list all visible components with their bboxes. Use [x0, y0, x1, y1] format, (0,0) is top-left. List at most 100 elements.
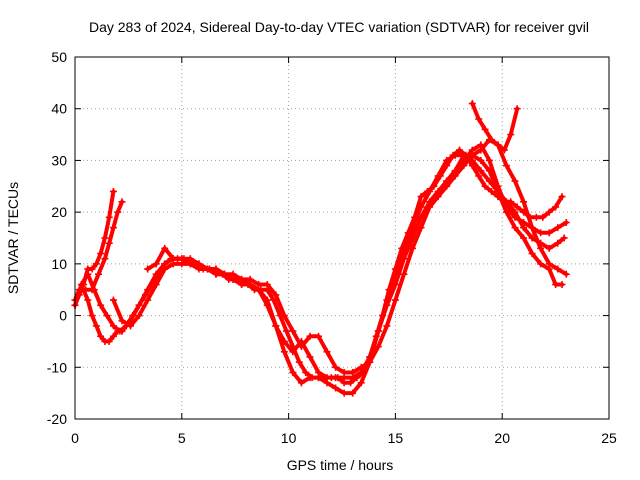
data-point [315, 332, 323, 340]
data-point [500, 146, 508, 154]
data-point [520, 218, 528, 226]
data-point [539, 213, 547, 221]
data-point [152, 260, 160, 268]
data-point [528, 250, 536, 258]
data-point [105, 239, 113, 247]
data-point [511, 213, 519, 221]
data-point [280, 348, 288, 356]
data-point [77, 281, 85, 289]
x-tick-label: 20 [494, 430, 510, 446]
data-point [426, 203, 434, 211]
data-point [481, 125, 489, 133]
data-point [332, 374, 340, 382]
data-point [511, 224, 519, 232]
data-point [451, 151, 459, 159]
data-point [97, 250, 105, 258]
series-line [145, 137, 569, 375]
data-point [340, 389, 348, 397]
y-tick-label: 10 [51, 256, 67, 272]
data-point [135, 301, 143, 309]
data-point [558, 281, 566, 289]
x-tick-label: 10 [281, 430, 297, 446]
chart-title: Day 283 of 2024, Sidereal Day-to-day VTE… [89, 19, 589, 35]
data-point [195, 260, 203, 268]
data-point [366, 358, 374, 366]
data-point [103, 312, 111, 320]
data-point [229, 270, 237, 278]
y-tick-label: 50 [51, 49, 67, 65]
data-point [511, 177, 519, 185]
data-point [520, 198, 528, 206]
data-point [400, 255, 408, 263]
data-point [280, 337, 288, 345]
data-point [169, 255, 177, 263]
data-point [513, 203, 521, 211]
data-point [152, 281, 160, 289]
data-point [94, 270, 102, 278]
data-point [507, 131, 515, 139]
data-point [295, 358, 303, 366]
data-point [383, 322, 391, 330]
data-point [443, 177, 451, 185]
data-point [349, 389, 357, 397]
series-trace-6 [109, 141, 570, 382]
data-point [263, 301, 271, 309]
data-point [178, 255, 186, 263]
data-point [558, 193, 566, 201]
data-point [297, 343, 305, 351]
data-point [92, 260, 100, 268]
data-point [289, 327, 297, 335]
data-point [109, 187, 117, 195]
data-point [417, 203, 425, 211]
data-point [203, 265, 211, 273]
data-point [340, 368, 348, 376]
data-point [494, 187, 502, 195]
data-point [552, 281, 560, 289]
y-tick-label: 30 [51, 152, 67, 168]
data-point [434, 172, 442, 180]
data-point [306, 332, 314, 340]
data-point [297, 379, 305, 387]
data-point [332, 363, 340, 371]
data-point [528, 224, 536, 232]
y-axis-label: SDTVAR / TECUs [5, 182, 21, 294]
data-point [347, 379, 355, 387]
axis-ticks: 0 5 10 15 20 25 -20 -10 0 10 20 30 40 50 [47, 49, 617, 446]
data-point [97, 332, 105, 340]
x-tick-label: 25 [601, 430, 617, 446]
data-point [97, 301, 105, 309]
data-point [481, 182, 489, 190]
data-point [84, 296, 92, 304]
data-point [332, 384, 340, 392]
data-point [101, 255, 109, 263]
data-point [84, 270, 92, 278]
data-point [475, 172, 483, 180]
data-point [101, 234, 109, 242]
data-point [488, 187, 496, 195]
data-point [537, 229, 545, 237]
data-point [144, 286, 152, 294]
data-point [323, 374, 331, 382]
data-point [109, 296, 117, 304]
data-point [306, 353, 314, 361]
data-point [545, 208, 553, 216]
data-point [302, 368, 310, 376]
data-point [554, 224, 562, 232]
data-point [105, 337, 113, 345]
data-point [88, 312, 96, 320]
y-tick-label: 40 [51, 101, 67, 117]
data-point [417, 193, 425, 201]
data-point [513, 105, 521, 113]
data-point [272, 322, 280, 330]
data-point [118, 198, 126, 206]
x-tick-label: 15 [388, 430, 404, 446]
data-point [357, 379, 365, 387]
data-point [280, 312, 288, 320]
data-point [451, 167, 459, 175]
data-point [374, 343, 382, 351]
data-point [537, 260, 545, 268]
data-point [90, 286, 98, 294]
data-point [161, 265, 169, 273]
data-point [520, 234, 528, 242]
